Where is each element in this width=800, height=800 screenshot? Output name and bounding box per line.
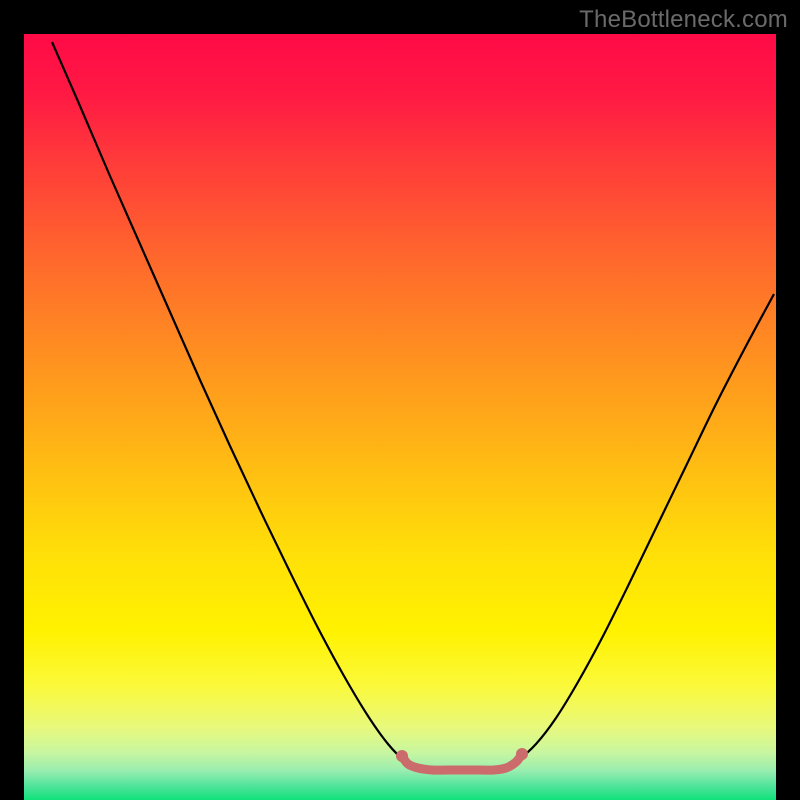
plot-area	[24, 34, 776, 800]
optimal-range-end-dot	[516, 748, 528, 760]
bottleneck-chart	[0, 0, 800, 800]
watermark-label: TheBottleneck.com	[579, 6, 788, 34]
optimal-range-start-dot	[396, 750, 408, 762]
